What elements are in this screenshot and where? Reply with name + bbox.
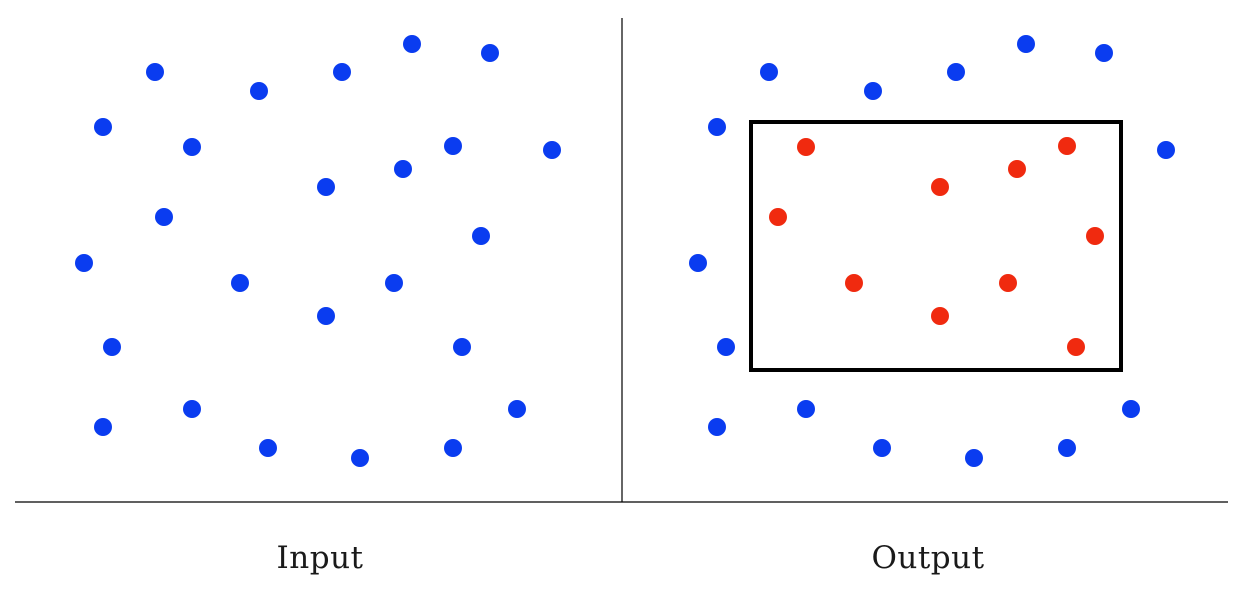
input-point: [472, 227, 490, 245]
output-point-inside: [1086, 227, 1104, 245]
output-point-outside: [1095, 44, 1113, 62]
output-point-outside: [947, 63, 965, 81]
output-point-outside: [797, 400, 815, 418]
input-point: [403, 35, 421, 53]
input-point: [444, 137, 462, 155]
output-point-outside: [965, 449, 983, 467]
input-point: [183, 400, 201, 418]
output-caption: Output: [871, 540, 985, 576]
input-point: [103, 338, 121, 356]
selection-rectangle: [749, 120, 1123, 372]
input-point: [250, 82, 268, 100]
output-point-outside: [717, 338, 735, 356]
input-point: [385, 274, 403, 292]
output-point-outside: [1058, 439, 1076, 457]
output-point-inside: [1058, 137, 1076, 155]
input-point: [231, 274, 249, 292]
input-point: [333, 63, 351, 81]
input-point: [155, 208, 173, 226]
input-point: [146, 63, 164, 81]
input-point: [317, 178, 335, 196]
input-point: [444, 439, 462, 457]
output-point-outside: [708, 418, 726, 436]
output-point-inside: [999, 274, 1017, 292]
output-point-outside: [689, 254, 707, 272]
output-point-inside: [931, 178, 949, 196]
output-point-outside: [1122, 400, 1140, 418]
input-caption: Input: [276, 540, 364, 576]
output-point-inside: [931, 307, 949, 325]
output-point-inside: [845, 274, 863, 292]
output-point-inside: [797, 138, 815, 156]
input-point: [453, 338, 471, 356]
input-point: [351, 449, 369, 467]
input-point: [183, 138, 201, 156]
output-point-inside: [1067, 338, 1085, 356]
output-point-inside: [769, 208, 787, 226]
input-panel: [75, 35, 561, 467]
input-point: [508, 400, 526, 418]
output-point-inside: [1008, 160, 1026, 178]
output-point-outside: [760, 63, 778, 81]
output-point-outside: [864, 82, 882, 100]
output-point-outside: [708, 118, 726, 136]
output-point-outside: [1017, 35, 1035, 53]
input-point: [75, 254, 93, 272]
input-point: [317, 307, 335, 325]
output-panel: [689, 35, 1175, 467]
input-point: [94, 418, 112, 436]
input-point: [481, 44, 499, 62]
output-point-outside: [873, 439, 891, 457]
input-point: [259, 439, 277, 457]
output-point-outside: [1157, 141, 1175, 159]
input-point: [94, 118, 112, 136]
input-point: [394, 160, 412, 178]
input-point: [543, 141, 561, 159]
